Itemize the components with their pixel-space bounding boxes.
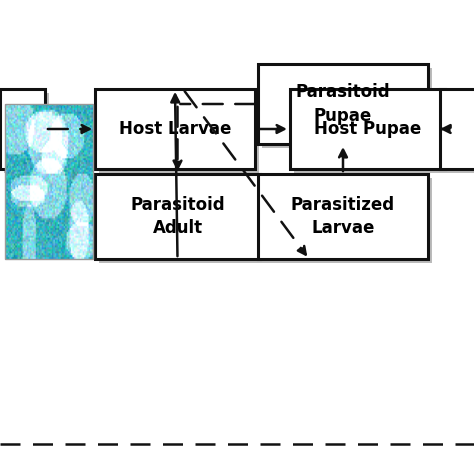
Text: Parasitoid
Pupae: Parasitoid Pupae — [296, 83, 390, 125]
FancyBboxPatch shape — [440, 89, 474, 169]
FancyBboxPatch shape — [99, 93, 259, 173]
FancyBboxPatch shape — [262, 68, 432, 148]
FancyBboxPatch shape — [4, 93, 49, 173]
Text: Parasitoid
Adult: Parasitoid Adult — [130, 196, 225, 237]
Text: Parasitized
Larvae: Parasitized Larvae — [291, 196, 395, 237]
FancyBboxPatch shape — [258, 64, 428, 144]
FancyBboxPatch shape — [0, 89, 45, 169]
FancyBboxPatch shape — [95, 89, 255, 169]
FancyBboxPatch shape — [444, 93, 474, 173]
FancyBboxPatch shape — [258, 174, 428, 259]
Text: Host Larvae: Host Larvae — [119, 120, 231, 138]
FancyBboxPatch shape — [95, 174, 260, 259]
FancyBboxPatch shape — [294, 93, 449, 173]
FancyBboxPatch shape — [290, 89, 445, 169]
FancyBboxPatch shape — [262, 178, 432, 263]
FancyBboxPatch shape — [99, 178, 264, 263]
Text: Host Pupae: Host Pupae — [314, 120, 421, 138]
